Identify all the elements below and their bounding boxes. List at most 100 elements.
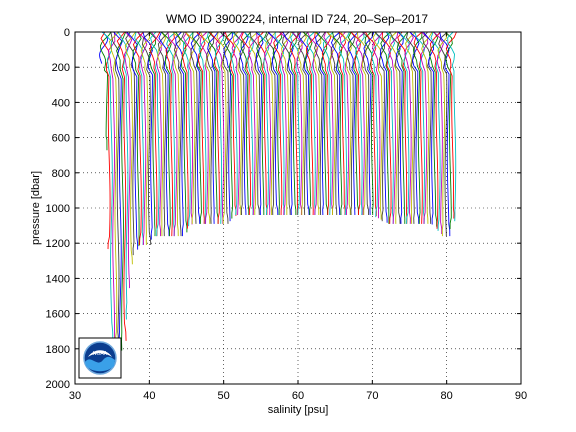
profile-line xyxy=(422,31,432,224)
profile-line xyxy=(439,31,451,237)
profile-line xyxy=(192,31,202,224)
profile-line xyxy=(428,31,439,227)
profile-line xyxy=(102,31,114,341)
x-tick-label: 40 xyxy=(143,390,155,402)
profile-line xyxy=(150,31,160,237)
chart-title: WMO ID 3900224, internal ID 724, 20–Sep–… xyxy=(166,12,428,26)
profile-line xyxy=(249,31,260,216)
profile-line xyxy=(395,31,404,224)
profile-line xyxy=(326,31,337,216)
profile-line xyxy=(288,31,298,216)
profile-line xyxy=(243,31,255,216)
profile-line xyxy=(185,31,196,224)
profile-line xyxy=(405,31,416,224)
profile-line xyxy=(321,31,332,216)
profile-line xyxy=(166,31,176,237)
profile-line xyxy=(149,31,161,237)
profile-line xyxy=(216,31,227,224)
profile-line xyxy=(117,31,129,320)
profile-line xyxy=(412,31,423,224)
profile-line xyxy=(332,31,343,216)
profile-line xyxy=(361,31,371,216)
profile-line xyxy=(124,31,136,265)
profile-line xyxy=(219,31,230,224)
profile-line xyxy=(142,31,153,240)
y-tick-label: 1800 xyxy=(46,344,70,356)
profile-line xyxy=(357,31,367,216)
profile-line xyxy=(298,31,310,216)
profile-line xyxy=(330,31,341,216)
y-tick-label: 800 xyxy=(52,168,70,180)
x-tick-label: 90 xyxy=(515,390,527,402)
profile-line xyxy=(346,31,356,216)
profile-line xyxy=(302,31,313,216)
profile-line xyxy=(265,31,277,216)
profile-line xyxy=(126,31,139,250)
profile-line xyxy=(279,31,289,216)
profile-line xyxy=(255,31,264,216)
profile-line xyxy=(398,31,410,224)
profile-line xyxy=(404,31,414,224)
profile-line xyxy=(355,31,365,216)
x-tick-label: 60 xyxy=(292,390,304,402)
profile-line xyxy=(363,31,375,216)
x-tick-label: 70 xyxy=(366,390,378,402)
profile-line xyxy=(190,31,202,224)
profile-line xyxy=(272,31,283,216)
profile-line xyxy=(289,31,301,216)
y-tick-label: 0 xyxy=(64,27,70,39)
profile-line xyxy=(372,31,384,219)
profile-line xyxy=(282,31,294,216)
profile-line xyxy=(190,31,200,224)
profile-line xyxy=(240,31,252,216)
profile-line xyxy=(172,31,181,237)
profile-line xyxy=(437,31,447,237)
profile-line xyxy=(323,31,334,216)
profile-line xyxy=(239,31,249,216)
y-tick-label: 1600 xyxy=(46,309,70,321)
profile-line xyxy=(214,31,225,224)
profile-line xyxy=(444,31,453,230)
profile-line xyxy=(99,31,112,151)
profile-line xyxy=(175,31,188,233)
profile-line xyxy=(347,31,359,216)
profile-line xyxy=(207,31,219,224)
profile-line xyxy=(322,31,334,216)
profile-line xyxy=(305,31,316,216)
profile-line xyxy=(372,31,383,220)
logo-wave xyxy=(85,356,115,372)
profile-line xyxy=(137,31,148,245)
profile-line xyxy=(123,31,133,289)
profile-line xyxy=(350,31,362,216)
profile-line xyxy=(314,31,326,216)
x-axis-label: salinity [psu] xyxy=(268,404,329,416)
profile-line xyxy=(405,31,417,224)
profile-line xyxy=(148,31,156,237)
profile-line xyxy=(364,31,377,217)
profile-line xyxy=(132,31,145,245)
profile-line xyxy=(116,31,127,351)
profile-line xyxy=(430,31,441,231)
profile-line xyxy=(150,31,162,237)
profile-line xyxy=(181,31,191,229)
profile-line xyxy=(209,31,220,224)
profile-line xyxy=(175,31,185,237)
profile-line xyxy=(338,31,346,216)
y-tick-label: 1000 xyxy=(46,203,70,215)
profile-line xyxy=(157,31,167,237)
profile-line xyxy=(196,31,206,224)
profile-line xyxy=(381,31,392,224)
profile-line xyxy=(134,31,144,245)
profile-line xyxy=(385,31,396,224)
y-axis-label: pressure [dbar] xyxy=(30,171,42,245)
profile-line xyxy=(347,31,359,216)
y-tick-label: 200 xyxy=(52,62,70,74)
y-tick-label: 1200 xyxy=(46,238,70,250)
profile-line xyxy=(445,31,457,219)
x-tick-label: 80 xyxy=(441,390,453,402)
logo-bird xyxy=(88,350,112,357)
profile-line xyxy=(414,31,426,224)
y-tick-label: 600 xyxy=(52,133,70,145)
profile-line xyxy=(231,31,239,216)
y-tick-label: 400 xyxy=(52,97,70,109)
